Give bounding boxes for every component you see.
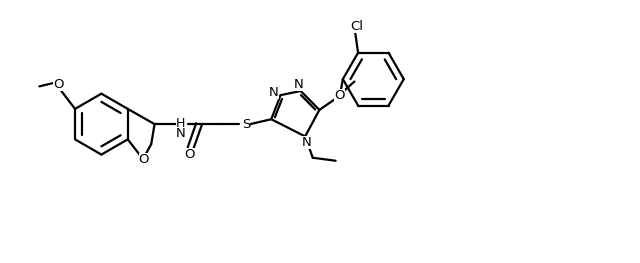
Text: N: N [294,78,303,91]
Text: O: O [53,78,63,90]
Text: N: N [269,86,278,99]
Text: O: O [139,153,149,166]
Text: S: S [242,118,250,131]
Text: H: H [175,117,185,130]
Text: Cl: Cl [351,20,364,33]
Text: O: O [334,89,345,102]
Text: O: O [184,148,195,161]
Text: N: N [175,128,185,140]
Text: N: N [302,136,312,149]
